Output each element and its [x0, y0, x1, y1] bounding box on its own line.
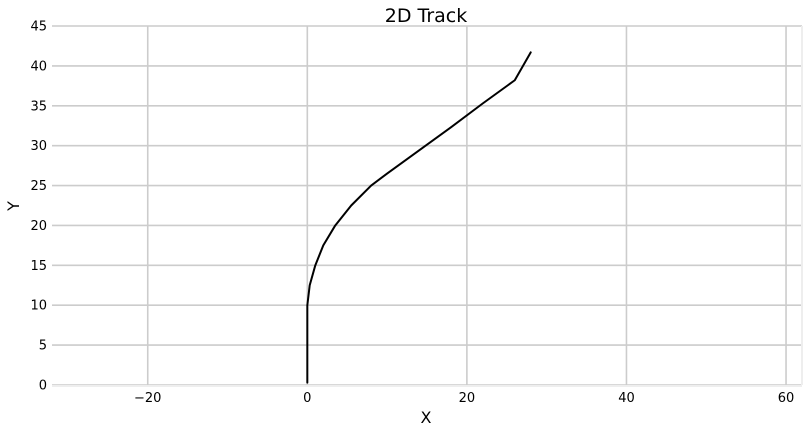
y-tick-label: 10 — [30, 299, 47, 314]
x-tick-label: 20 — [459, 391, 476, 406]
y-tick-label: 25 — [30, 179, 47, 194]
y-tick-label: 5 — [39, 339, 47, 354]
x-axis-label: X — [421, 408, 432, 427]
y-tick-label: 0 — [39, 379, 47, 394]
y-tick-label: 35 — [30, 99, 47, 114]
y-tick-label: 15 — [30, 259, 47, 274]
series-layer — [306, 51, 532, 384]
tick-labels: 0 5 10 15 20 25 30 35 40 45 −20 0 20 40 60 — [30, 20, 794, 407]
y-tick-label: 20 — [30, 219, 47, 234]
series-line — [306, 51, 532, 384]
y-tick-label: 40 — [30, 59, 47, 74]
grid — [52, 25, 803, 387]
y-axis-label: Y — [4, 201, 23, 212]
x-tick-label: 0 — [303, 391, 311, 406]
x-tick-label: 60 — [778, 391, 795, 406]
y-tick-label: 45 — [30, 20, 47, 35]
y-tick-label: 30 — [30, 139, 47, 154]
chart-title: 2D Track — [385, 5, 467, 27]
x-tick-label: −20 — [134, 391, 161, 406]
x-tick-label: 40 — [618, 391, 635, 406]
